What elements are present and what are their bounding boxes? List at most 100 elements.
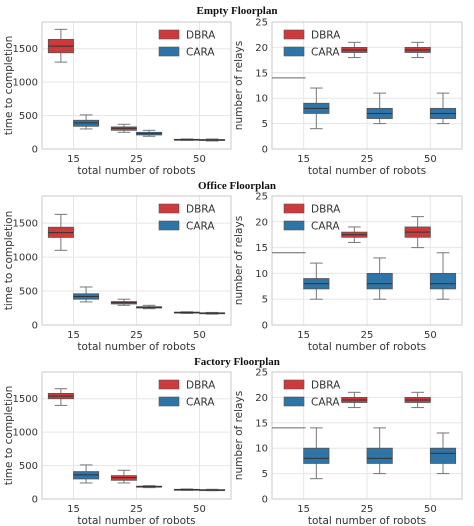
box-dbra-25: [110, 123, 137, 133]
plot-frame: [271, 195, 463, 326]
y-tick-label: 25: [255, 18, 268, 29]
legend-label-dbra: DBRA: [186, 380, 216, 392]
y-tick-label: 5: [262, 119, 268, 130]
legend-swatch-dbra: [158, 29, 180, 40]
box-cara-50: [199, 488, 226, 492]
x-axis-label: total number of robots: [308, 165, 426, 177]
box-cara-25: [136, 304, 163, 310]
box-dbra-25: [341, 226, 368, 243]
y-axis-label: number of relays: [233, 391, 245, 480]
box-cara-50: [429, 432, 457, 475]
y-axis-label: time to completion: [3, 211, 15, 311]
box-cara-15: [272, 252, 330, 300]
y-tick-label: 500: [19, 461, 38, 472]
x-tick-label: 15: [297, 154, 310, 165]
plot-frame: [271, 371, 463, 500]
y-tick-label: 20: [255, 217, 268, 228]
legend-swatch-dbra: [283, 379, 305, 390]
y-tick-label: 0: [32, 495, 38, 506]
y-tick-label: 15: [255, 243, 268, 254]
legend-swatch-cara: [158, 396, 180, 407]
box-cara-25: [136, 485, 163, 489]
x-tick-label: 15: [67, 504, 80, 515]
x-tick-label: 50: [193, 154, 206, 165]
box-body: [429, 447, 457, 464]
box-dbra-25: [110, 469, 137, 484]
legend-label-cara: CARA: [186, 221, 215, 233]
row-title-office: Office Floorplan: [198, 180, 276, 192]
y-tick-label: 0: [262, 145, 268, 156]
y-tick-label: 10: [255, 94, 268, 105]
y-tick-label: 5: [262, 295, 268, 306]
legend-swatch-dbra: [158, 203, 180, 214]
x-tick-label: 50: [424, 330, 437, 341]
x-tick-label: 25: [130, 154, 143, 165]
box-body: [429, 272, 457, 290]
legend-label-cara: CARA: [186, 397, 215, 409]
y-tick-label: 1500: [13, 44, 38, 55]
y-axis-label: number of relays: [233, 216, 245, 305]
x-axis-label: total number of robots: [77, 515, 195, 526]
plot-frame: [271, 21, 463, 150]
y-tick-label: 0: [262, 495, 268, 506]
x-axis-label: total number of robots: [308, 515, 426, 526]
y-tick-label: 20: [255, 393, 268, 404]
x-tick-label: 25: [361, 504, 374, 515]
y-tick-label: 500: [19, 287, 38, 298]
box-body: [366, 272, 393, 290]
legend-label-cara: CARA: [311, 397, 340, 409]
x-axis-label: total number of robots: [77, 341, 195, 353]
box-dbra-25: [341, 391, 368, 409]
legend-swatch-dbra: [158, 379, 180, 390]
legend-label-dbra: DBRA: [186, 204, 216, 216]
y-tick-label: 1000: [13, 253, 38, 264]
box-dbra-50: [404, 391, 431, 409]
y-tick-label: 15: [255, 68, 268, 79]
y-tick-label: 25: [255, 192, 268, 203]
legend-label-dbra: DBRA: [186, 30, 216, 42]
box-dbra-50: [404, 216, 431, 249]
plot-frame: [41, 371, 232, 500]
y-tick-label: 5: [262, 469, 268, 480]
y-tick-label: 25: [255, 368, 268, 379]
y-tick-label: 1000: [13, 428, 38, 439]
y-tick-label: 0: [262, 321, 268, 332]
x-tick-label: 25: [361, 154, 374, 165]
y-axis-label: number of relays: [233, 41, 245, 130]
box-cara-50: [199, 311, 226, 315]
row-title-factory: Factory Floorplan: [194, 356, 280, 368]
box-cara-25: [366, 257, 393, 300]
x-tick-label: 15: [297, 330, 310, 341]
box-body: [303, 447, 330, 464]
y-tick-label: 0: [32, 321, 38, 332]
x-tick-label: 25: [130, 504, 143, 515]
box-dbra-50: [404, 41, 431, 59]
box-cara-25: [136, 129, 163, 137]
box-dbra-15: [47, 213, 74, 251]
x-axis-label: total number of robots: [308, 341, 426, 353]
x-tick-label: 50: [193, 330, 206, 341]
box-cara-50: [429, 252, 457, 300]
y-tick-label: 1000: [13, 78, 38, 89]
legend-swatch-cara: [283, 396, 305, 407]
x-tick-label: 50: [424, 154, 437, 165]
x-tick-label: 15: [297, 504, 310, 515]
box-body: [366, 447, 393, 464]
x-tick-label: 15: [67, 330, 80, 341]
y-tick-label: 0: [32, 145, 38, 156]
plot-frame: [41, 195, 232, 326]
legend-label-cara: CARA: [186, 47, 215, 59]
legend-swatch-dbra: [283, 203, 305, 214]
row-title-empty: Empty Floorplan: [196, 5, 278, 17]
box-cara-50: [429, 92, 457, 125]
x-axis-label: total number of robots: [77, 165, 195, 177]
box-cara-15: [73, 286, 100, 303]
box-dbra-25: [341, 41, 368, 59]
legend-label-cara: CARA: [311, 47, 340, 59]
x-tick-label: 50: [424, 504, 437, 515]
